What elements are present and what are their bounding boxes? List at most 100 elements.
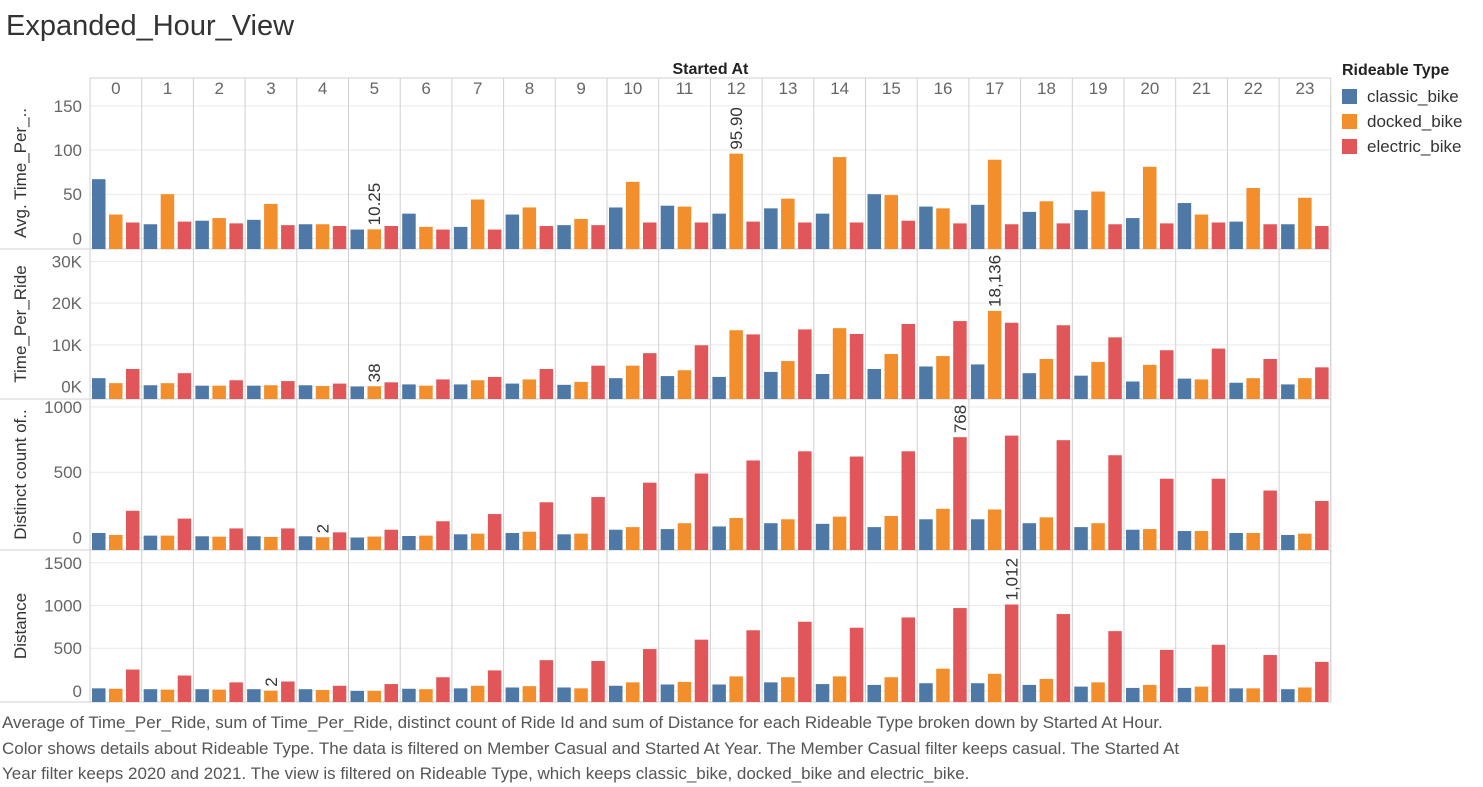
bar-classic-bike[interactable] [970,204,985,249]
bar-electric-bike[interactable] [1160,223,1174,249]
bar-docked-bike[interactable] [574,533,588,550]
bar-electric-bike[interactable] [177,518,192,550]
bar-electric-bike[interactable] [1211,348,1226,399]
bar-classic-bike[interactable] [1022,211,1037,249]
bar-docked-bike[interactable] [1298,197,1312,249]
bar-classic-bike[interactable] [1177,531,1192,550]
bar-classic-bike[interactable] [298,536,313,550]
bar-docked-bike[interactable] [419,226,433,249]
bar-classic-bike[interactable] [505,533,520,550]
bar-electric-bike[interactable] [643,353,657,399]
bar-docked-bike[interactable] [1143,364,1157,399]
bar-classic-bike[interactable] [505,687,520,702]
bar-classic-bike[interactable] [143,224,158,249]
bar-classic-bike[interactable] [1022,373,1037,399]
bar-classic-bike[interactable] [712,526,726,550]
bar-electric-bike[interactable] [384,226,399,249]
bar-docked-bike[interactable] [626,181,640,249]
bar-docked-bike[interactable] [1039,201,1054,249]
bar-docked-bike[interactable] [109,534,123,550]
bar-docked-bike[interactable] [884,677,899,702]
bar-electric-bike[interactable] [591,365,605,399]
bar-electric-bike[interactable] [798,222,812,249]
bar-docked-bike[interactable] [781,198,795,249]
bar-classic-bike[interactable] [764,208,778,249]
bar-docked-bike[interactable] [264,385,278,399]
bar-docked-bike[interactable] [626,365,640,399]
bar-classic-bike[interactable] [609,207,623,249]
bar-classic-bike[interactable] [712,213,726,249]
bar-classic-bike[interactable] [609,378,623,399]
bar-docked-bike[interactable] [109,688,123,702]
bar-docked-bike[interactable] [626,527,640,550]
bar-classic-bike[interactable] [764,682,778,702]
bar-classic-bike[interactable] [557,534,571,550]
bar-docked-bike[interactable] [160,194,175,249]
bar-electric-bike[interactable] [849,334,864,399]
bar-classic-bike[interactable] [764,371,778,399]
bar-classic-bike[interactable] [712,684,726,702]
bar-classic-bike[interactable] [970,683,985,702]
bar-docked-bike[interactable] [1246,188,1260,249]
bar-docked-bike[interactable] [677,370,692,399]
bar-docked-bike[interactable] [677,523,692,550]
bar-classic-bike[interactable] [1177,687,1192,702]
bar-electric-bike[interactable] [177,373,192,399]
bar-docked-bike[interactable] [470,380,485,399]
bar-classic-bike[interactable] [453,534,468,550]
bar-electric-bike[interactable] [332,685,347,702]
bar-classic-bike[interactable] [660,529,675,550]
bar-electric-bike[interactable] [1315,367,1329,399]
bar-electric-bike[interactable] [798,329,812,399]
bar-classic-bike[interactable] [867,194,882,249]
bar-docked-bike[interactable] [522,207,537,249]
bar-electric-bike[interactable] [953,223,967,249]
bar-docked-bike[interactable] [832,516,847,550]
bar-classic-bike[interactable] [402,213,416,249]
bar-electric-bike[interactable] [1211,644,1226,702]
bar-classic-bike[interactable] [402,384,416,399]
bar-docked-bike[interactable] [470,533,485,550]
bar-electric-bike[interactable] [1263,359,1277,399]
bar-docked-bike[interactable] [212,218,226,249]
bar-electric-bike[interactable] [746,221,760,249]
bar-classic-bike[interactable] [1022,684,1037,702]
bar-electric-bike[interactable] [1315,500,1329,550]
bar-electric-bike[interactable] [1160,350,1174,399]
bar-docked-bike[interactable] [109,214,123,249]
bar-classic-bike[interactable] [1281,384,1295,399]
bar-docked-bike[interactable] [212,385,226,399]
bar-docked-bike[interactable] [264,690,278,702]
bar-classic-bike[interactable] [92,179,106,249]
bar-electric-bike[interactable] [177,675,192,702]
bar-electric-bike[interactable] [487,376,502,399]
bar-classic-bike[interactable] [1281,689,1295,702]
bar-docked-bike[interactable] [522,379,537,399]
bar-docked-bike[interactable] [781,361,795,399]
bar-electric-bike[interactable] [1263,655,1277,702]
bar-docked-bike[interactable] [419,689,433,702]
bar-electric-bike[interactable] [177,221,192,249]
bar-electric-bike[interactable] [126,222,140,249]
bar-classic-bike[interactable] [557,687,571,702]
bar-classic-bike[interactable] [970,364,985,399]
bar-docked-bike[interactable] [1298,378,1312,399]
bar-classic-bike[interactable] [402,688,416,702]
bar-classic-bike[interactable] [919,519,933,550]
bar-docked-bike[interactable] [729,153,743,249]
bar-electric-bike[interactable] [384,382,399,399]
bar-electric-bike[interactable] [1108,224,1122,249]
bar-docked-bike[interactable] [1039,517,1054,550]
bar-electric-bike[interactable] [1108,337,1122,399]
bar-electric-bike[interactable] [1211,478,1226,550]
bar-classic-bike[interactable] [247,689,261,702]
bar-classic-bike[interactable] [919,206,933,249]
bar-electric-bike[interactable] [953,437,967,550]
bar-classic-bike[interactable] [1229,221,1243,249]
bar-electric-bike[interactable] [281,528,295,550]
bar-docked-bike[interactable] [1246,533,1260,550]
bar-docked-bike[interactable] [781,677,795,702]
bar-docked-bike[interactable] [987,673,1002,702]
bar-docked-bike[interactable] [781,519,795,550]
bar-electric-bike[interactable] [332,532,347,550]
